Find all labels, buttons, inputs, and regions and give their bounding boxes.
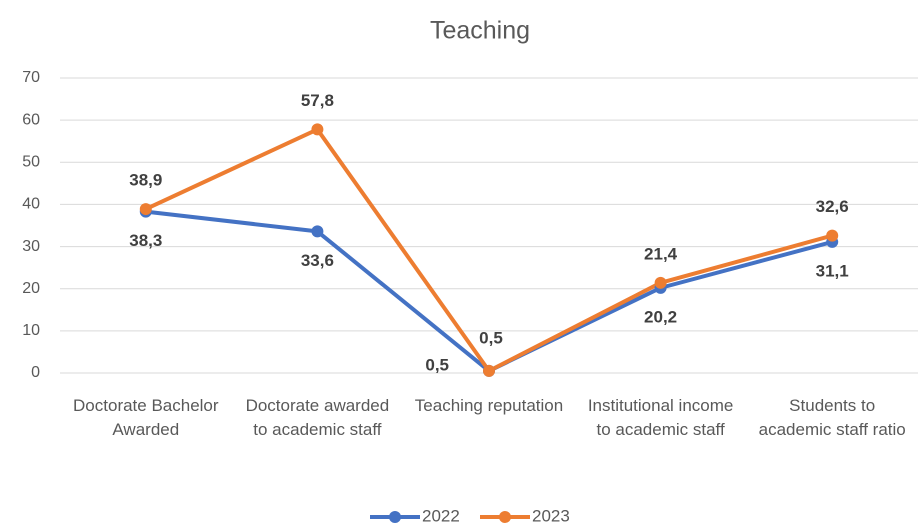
x-tick-label: Doctorate awarded to academic staff [245,396,390,439]
x-tick-label: Doctorate Bachelor Awarded [73,396,219,439]
y-tick-label: 50 [22,154,40,171]
y-tick-label: 0 [31,364,40,381]
marker [826,229,839,242]
data-label: 38,3 [129,231,162,250]
marker [311,123,324,136]
x-tick-label: Institutional income to academic staff [587,396,734,439]
y-tick-label: 40 [22,196,40,213]
legend-marker [499,511,511,523]
data-label: 31,1 [816,261,849,280]
data-label: 38,9 [129,171,162,190]
data-label: 21,4 [644,244,678,263]
marker [311,225,324,238]
data-label: 0,5 [425,355,449,374]
y-tick-label: 30 [22,238,40,255]
data-label: 33,6 [301,251,334,270]
data-label: 20,2 [644,307,677,326]
chart-title: Teaching [430,17,530,45]
marker [654,276,667,289]
legend-label: 2022 [422,506,460,525]
data-label: 32,6 [816,197,849,216]
data-label: 57,8 [301,91,334,110]
y-tick-label: 20 [22,280,40,297]
legend-label: 2023 [532,506,570,525]
y-tick-label: 70 [22,69,40,86]
x-tick-label: Students to academic staff ratio [758,396,906,439]
x-tick-label: Teaching reputation [414,396,564,415]
data-label: 0,5 [479,328,503,347]
marker [483,364,495,377]
y-tick-label: 60 [22,111,40,128]
marker [139,203,152,216]
legend-marker [389,511,401,523]
y-tick-label: 10 [22,322,40,339]
